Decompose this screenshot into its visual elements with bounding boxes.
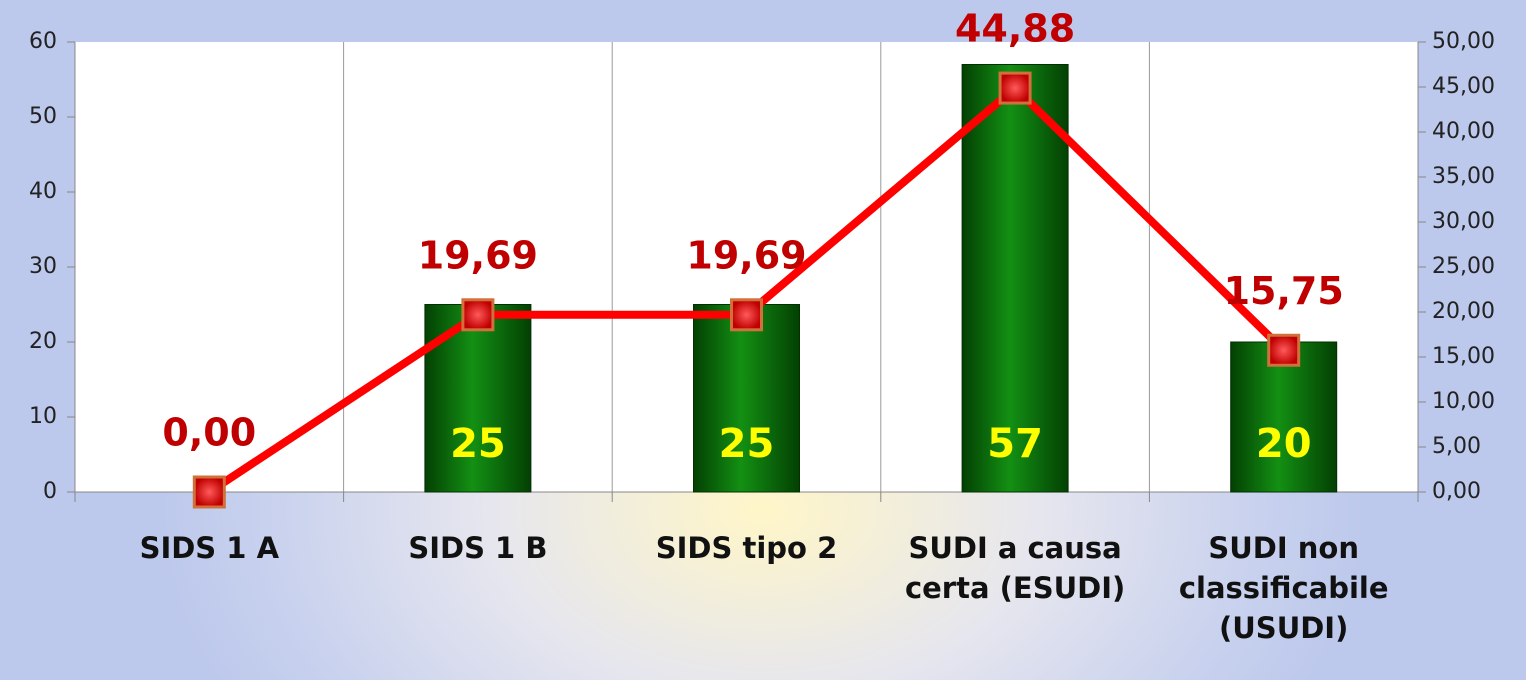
y2-tick-label: 10,00 [1432,389,1495,414]
y2-tick-label: 15,00 [1432,344,1495,369]
bar-value-label: 20 [1256,421,1312,467]
y2-tick-label: 5,00 [1432,434,1481,459]
y-tick-label: 40 [29,179,57,204]
y2-tick-label: 35,00 [1432,164,1495,189]
line-marker [1267,333,1301,367]
y-tick-label: 60 [29,29,57,54]
bar [961,64,1069,493]
x-tick-label: SUDI non classificabile (USUDI) [1178,531,1389,645]
x-tick-label: SIDS 1 B [408,531,548,565]
x-tick-label: SIDS tipo 2 [655,531,838,565]
y2-tick-label: 40,00 [1432,119,1495,144]
line-value-label: 44,88 [955,7,1075,51]
x-tick-label: SIDS 1 A [139,531,280,565]
y2-tick-label: 20,00 [1432,299,1495,324]
y-tick-label: 10 [29,404,57,429]
y-tick-label: 20 [29,329,57,354]
line-marker [730,298,763,332]
line-value-label: 15,75 [1224,269,1344,313]
y2-tick-label: 0,00 [1432,479,1481,504]
y2-tick-label: 45,00 [1432,74,1495,99]
line-marker [192,475,226,509]
line-marker [998,71,1032,105]
bar-value-label: 25 [719,421,775,467]
bar [693,304,800,493]
x-tick-label: SUDI a causa certa (ESUDI) [904,531,1126,605]
bar-value-label: 57 [987,421,1043,467]
y2-tick-label: 30,00 [1432,209,1495,234]
y-tick-label: 30 [29,254,57,279]
bar-value-label: 25 [450,421,506,467]
y2-tick-label: 50,00 [1432,29,1495,54]
y2-tick-label: 25,00 [1432,254,1495,279]
line-value-label: 0,00 [162,411,256,455]
y-tick-label: 50 [29,104,57,129]
line-value-label: 19,69 [686,233,806,277]
line-marker [461,298,495,332]
line-value-label: 19,69 [418,233,538,277]
y-tick-label: 0 [43,479,57,504]
bar [1230,341,1338,493]
